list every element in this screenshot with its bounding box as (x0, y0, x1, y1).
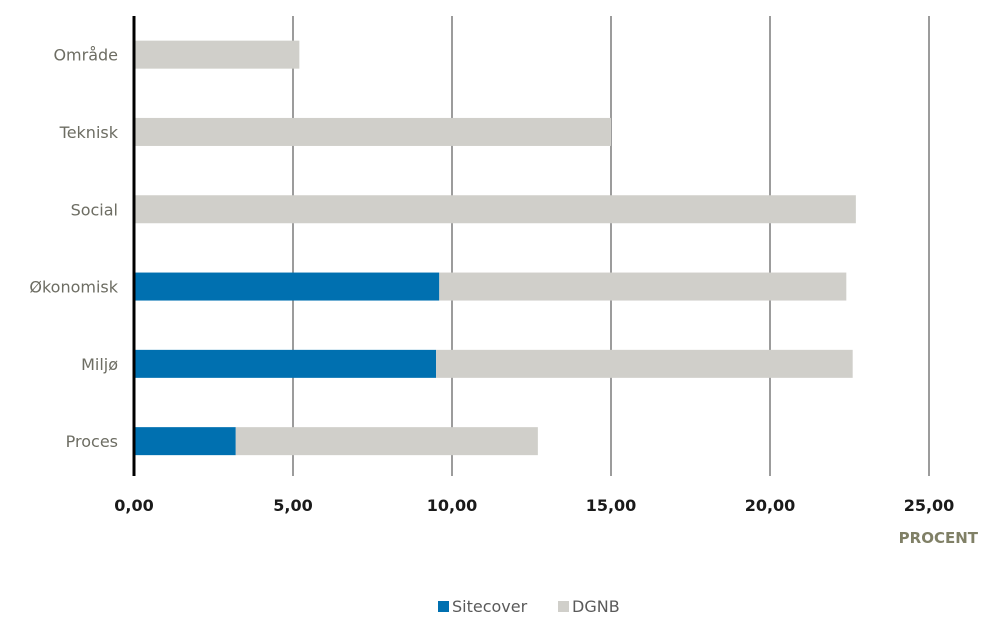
category-label: Miljø (81, 355, 118, 374)
bar-dgnb (134, 117, 611, 146)
bar-dgnb (436, 349, 853, 378)
x-tick-label: 10,00 (427, 496, 478, 515)
category-labels: Område Teknisk Social Økonomisk Miljø Proces (29, 46, 119, 451)
x-tick-label: 0,00 (114, 496, 153, 515)
category-label: Social (71, 200, 118, 219)
category-label: Teknisk (59, 123, 119, 142)
legend-label: DGNB (572, 597, 620, 616)
bar-dgnb (134, 40, 300, 69)
legend-swatch-sitecover (438, 601, 449, 612)
legend: Sitecover DGNB (438, 597, 620, 616)
gridlines (292, 16, 930, 476)
x-tick-label: 15,00 (586, 496, 637, 515)
x-tick-labels: 0,00 5,00 10,00 15,00 20,00 25,00 (114, 496, 954, 515)
category-label: Område (53, 46, 118, 65)
legend-swatch-dgnb (558, 601, 569, 612)
x-tick-label: 25,00 (904, 496, 955, 515)
bar-dgnb (439, 272, 847, 301)
category-label: Proces (66, 432, 118, 451)
bars (134, 40, 856, 456)
bar-dgnb (134, 195, 856, 224)
x-tick-label: 20,00 (745, 496, 796, 515)
category-label: Økonomisk (29, 278, 118, 297)
x-axis-title: PROCENT (899, 529, 979, 547)
x-tick-label: 5,00 (273, 496, 312, 515)
bar-dgnb (235, 427, 538, 456)
bar-sitecover (134, 349, 437, 378)
bar-sitecover (134, 427, 236, 456)
legend-label: Sitecover (452, 597, 528, 616)
bar-sitecover (134, 272, 440, 301)
